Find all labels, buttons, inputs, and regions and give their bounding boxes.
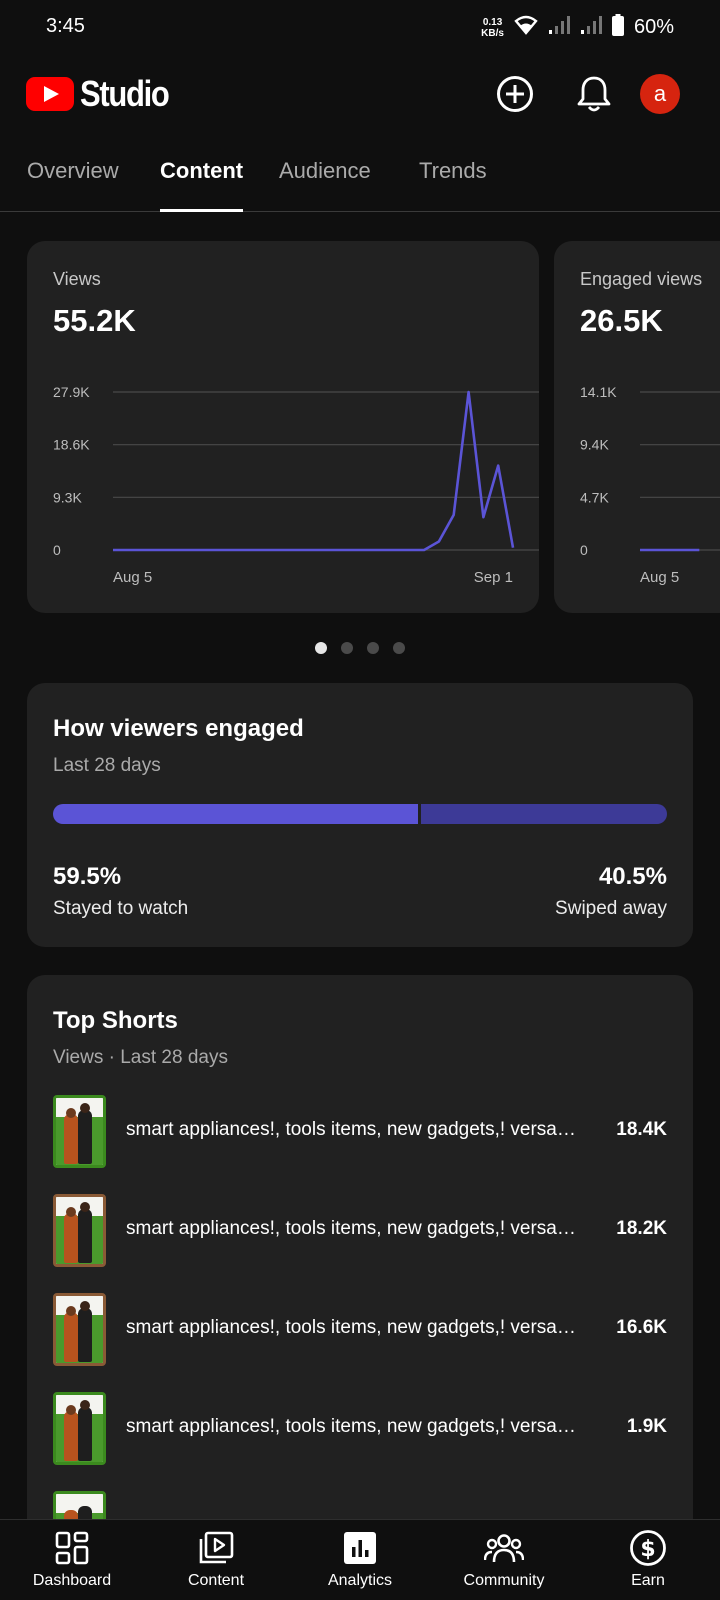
nav-content[interactable]: Content	[144, 1520, 288, 1600]
tab-bar: Overview Content Audience Trends	[0, 150, 720, 212]
views-line-chart: 27.9K 18.6K 9.3K 0 Aug 5 Sep 1	[53, 384, 539, 586]
nav-earn-label: Earn	[631, 1572, 665, 1589]
nav-analytics[interactable]: Analytics	[288, 1520, 432, 1600]
nav-dashboard-label: Dashboard	[32, 1572, 112, 1589]
short-title: smart appliances!, tools items, new gadg…	[126, 1416, 581, 1437]
earn-icon: $	[628, 1528, 668, 1568]
svg-text:$: $	[640, 1537, 655, 1562]
x-tick-label: Aug 5	[113, 569, 152, 586]
x-tick-label: Sep 1	[474, 569, 513, 586]
bell-icon	[577, 76, 611, 112]
short-title: smart appliances!, tools items, new gadg…	[126, 1317, 581, 1338]
carousel-dots	[0, 642, 720, 654]
status-bar: 3:45 0.13 KB/s	[0, 0, 720, 56]
short-views: 18.2K	[616, 1218, 667, 1239]
swiped-label: Swiped away	[555, 898, 667, 919]
wifi-icon	[514, 15, 538, 40]
network-speed: 0.13 KB/s	[481, 17, 504, 39]
engaged-views-total: 26.5K	[580, 303, 663, 338]
network-speed-value: 0.13	[482, 16, 503, 28]
stayed-label: Stayed to watch	[53, 898, 189, 919]
status-time: 3:45	[46, 15, 85, 37]
engagement-bar-swiped	[421, 804, 667, 824]
content-icon	[196, 1528, 236, 1568]
y-tick-label: 0	[53, 542, 61, 558]
y-tick-label: 9.3K	[53, 489, 82, 505]
nav-content-label: Content	[187, 1572, 245, 1589]
series-line	[113, 390, 515, 552]
tab-content[interactable]: Content	[160, 158, 244, 212]
short-row[interactable]: smart appliances!, tools items, new gadg…	[27, 1293, 693, 1392]
y-tick-label: 4.7K	[580, 489, 609, 505]
bottom-nav: Dashboard Content Analytics	[0, 1519, 720, 1600]
engagement-title: How viewers engaged	[53, 715, 304, 742]
plus-circle-icon	[497, 76, 533, 112]
battery-icon	[611, 14, 624, 41]
tab-overview[interactable]: Overview	[27, 158, 119, 183]
carousel-dot[interactable]	[315, 642, 327, 654]
x-tick-label: Aug 5	[640, 569, 679, 586]
short-views: 16.6K	[616, 1317, 667, 1338]
engagement-card[interactable]: How viewers engaged Last 28 days 59.5% S…	[27, 683, 693, 947]
y-tick-label: 18.6K	[53, 437, 90, 453]
tab-trends[interactable]: Trends	[419, 158, 487, 183]
nav-community-label: Community	[463, 1572, 545, 1589]
youtube-play-icon	[26, 77, 74, 111]
battery-percent: 60%	[633, 16, 674, 38]
short-views: 18.4K	[616, 1119, 667, 1140]
top-shorts-title: Top Shorts	[53, 1007, 178, 1034]
short-row[interactable]: smart appliances!, tools items, new gadg…	[27, 1392, 693, 1491]
short-thumbnail	[53, 1194, 106, 1267]
top-shorts-card: Top Shorts Views · Last 28 days smart ap…	[27, 975, 693, 1600]
swiped-percent: 40.5%	[598, 863, 667, 890]
nav-analytics-label: Analytics	[327, 1572, 393, 1589]
views-chart-card[interactable]: Views 55.2K 27.9K 18.6K 9.3K 0 Aug 5 Sep 1	[27, 241, 539, 613]
logo-text: Studio	[80, 73, 170, 114]
avatar[interactable]: a	[640, 74, 680, 114]
y-tick-label: 9.4K	[580, 437, 609, 453]
youtube-studio-logo: Studio	[26, 73, 183, 115]
nav-community[interactable]: Community	[432, 1520, 576, 1600]
short-views: 1.9K	[626, 1416, 667, 1437]
engagement-bar	[53, 804, 667, 824]
short-thumbnail	[53, 1095, 106, 1168]
dashboard-icon	[52, 1528, 92, 1568]
signal-icon-2	[580, 15, 602, 40]
views-label: Views	[53, 269, 101, 289]
engagement-bar-stayed	[53, 804, 419, 824]
stayed-percent: 59.5%	[53, 863, 122, 890]
y-tick-label: 0	[580, 542, 588, 558]
nav-dashboard[interactable]: Dashboard	[0, 1520, 144, 1600]
top-shorts-list: smart appliances!, tools items, new gadg…	[27, 1095, 693, 1590]
short-title: smart appliances!, tools items, new gadg…	[126, 1119, 581, 1140]
analytics-icon	[340, 1528, 380, 1568]
carousel-dot[interactable]	[393, 642, 405, 654]
engagement-subtitle: Last 28 days	[53, 755, 161, 776]
community-icon	[484, 1528, 524, 1568]
views-total: 55.2K	[53, 303, 136, 338]
engaged-views-line-chart: 14.1K 9.4K 4.7K 0 Aug 5	[580, 384, 720, 586]
network-speed-unit: KB/s	[481, 27, 504, 39]
short-row[interactable]: smart appliances!, tools items, new gadg…	[27, 1095, 693, 1194]
engaged-views-chart-card[interactable]: Engaged views 26.5K 14.1K 9.4K 4.7K 0 Aug 5	[554, 241, 720, 613]
y-tick-label: 14.1K	[580, 384, 617, 400]
y-tick-label: 27.9K	[53, 384, 90, 400]
short-thumbnail	[53, 1293, 106, 1366]
carousel-dot[interactable]	[367, 642, 379, 654]
signal-icon	[548, 15, 570, 40]
nav-earn[interactable]: $ Earn	[576, 1520, 720, 1600]
short-row[interactable]: smart appliances!, tools items, new gadg…	[27, 1194, 693, 1293]
tab-audience[interactable]: Audience	[279, 158, 371, 183]
create-button[interactable]	[493, 72, 537, 116]
app-header: Studio a	[0, 62, 720, 126]
notifications-button[interactable]	[572, 72, 616, 116]
engagement-bar-divider	[418, 804, 422, 824]
carousel-dot[interactable]	[341, 642, 353, 654]
top-shorts-subtitle: Views · Last 28 days	[53, 1047, 228, 1068]
short-thumbnail	[53, 1392, 106, 1465]
status-icons: 0.13 KB/s	[481, 14, 674, 41]
engaged-views-label: Engaged views	[580, 269, 703, 289]
short-title: smart appliances!, tools items, new gadg…	[126, 1218, 581, 1239]
